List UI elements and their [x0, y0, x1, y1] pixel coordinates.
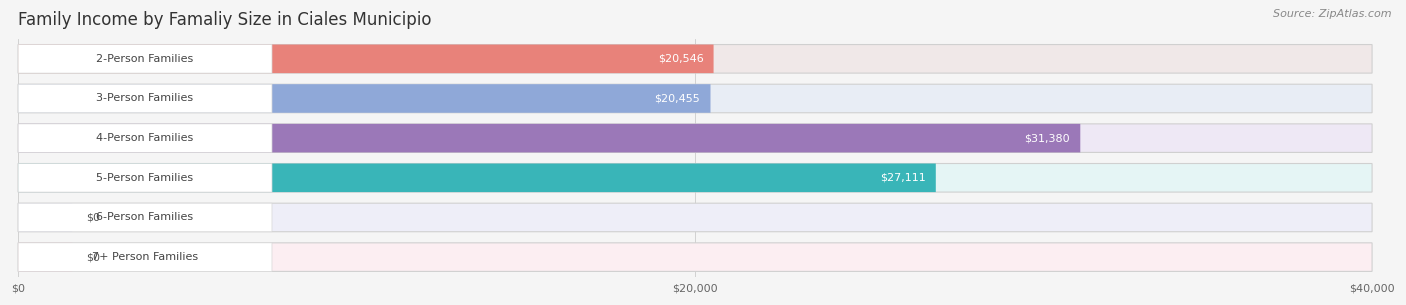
FancyBboxPatch shape — [18, 84, 710, 113]
Text: 3-Person Families: 3-Person Families — [97, 94, 194, 103]
Text: $0: $0 — [86, 252, 100, 262]
FancyBboxPatch shape — [18, 163, 936, 192]
Text: 4-Person Families: 4-Person Families — [97, 133, 194, 143]
FancyBboxPatch shape — [18, 45, 271, 73]
FancyBboxPatch shape — [18, 203, 72, 232]
Text: 5-Person Families: 5-Person Families — [97, 173, 194, 183]
Text: Source: ZipAtlas.com: Source: ZipAtlas.com — [1274, 9, 1392, 19]
Text: $0: $0 — [86, 213, 100, 222]
FancyBboxPatch shape — [18, 243, 271, 271]
Text: $20,546: $20,546 — [658, 54, 703, 64]
FancyBboxPatch shape — [18, 203, 271, 232]
FancyBboxPatch shape — [18, 124, 1372, 152]
FancyBboxPatch shape — [18, 203, 1372, 232]
FancyBboxPatch shape — [18, 163, 1372, 192]
FancyBboxPatch shape — [18, 84, 271, 113]
Text: $20,455: $20,455 — [655, 94, 700, 103]
FancyBboxPatch shape — [18, 45, 1372, 73]
FancyBboxPatch shape — [18, 45, 714, 73]
FancyBboxPatch shape — [18, 163, 271, 192]
Text: 6-Person Families: 6-Person Families — [97, 213, 194, 222]
FancyBboxPatch shape — [18, 124, 1080, 152]
FancyBboxPatch shape — [18, 243, 1372, 271]
FancyBboxPatch shape — [18, 84, 1372, 113]
FancyBboxPatch shape — [18, 243, 72, 271]
Text: Family Income by Famaliy Size in Ciales Municipio: Family Income by Famaliy Size in Ciales … — [18, 11, 432, 29]
Text: 2-Person Families: 2-Person Families — [97, 54, 194, 64]
Text: $31,380: $31,380 — [1025, 133, 1070, 143]
Text: $27,111: $27,111 — [880, 173, 925, 183]
Text: 7+ Person Families: 7+ Person Families — [91, 252, 198, 262]
FancyBboxPatch shape — [18, 124, 271, 152]
